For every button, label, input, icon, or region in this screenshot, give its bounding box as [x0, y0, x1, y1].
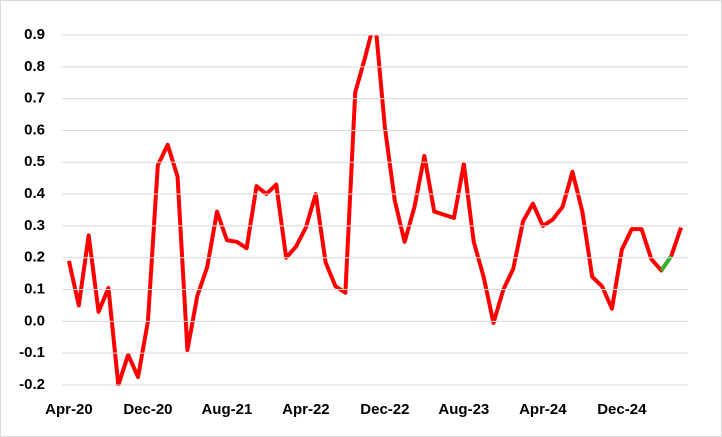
y-tick-label: -0.2	[19, 376, 45, 393]
y-tick-label: 0.3	[24, 217, 45, 234]
x-tick-label: Apr-22	[282, 401, 330, 418]
series-line	[66, 35, 683, 386]
y-tick-label: 0.5	[24, 153, 45, 170]
y-tick-label: 0.0	[24, 312, 45, 329]
x-tick-label: Dec-24	[597, 401, 647, 418]
series-line	[659, 255, 673, 272]
y-tick-label: 0.1	[24, 281, 45, 298]
x-tick-label: Dec-20	[123, 401, 172, 418]
x-tick-label: Aug-23	[438, 401, 489, 418]
x-tick-label: Aug-21	[201, 401, 252, 418]
y-tick-label: -0.1	[19, 344, 45, 361]
y-tick-label: 0.2	[24, 249, 45, 266]
y-tick-label: 0.9	[24, 26, 45, 43]
x-tick-label: Apr-20	[45, 401, 93, 418]
x-tick-label: Dec-22	[360, 401, 409, 418]
plot-area	[66, 35, 683, 386]
y-tick-label: 0.6	[24, 121, 45, 138]
y-tick-label: 0.8	[24, 58, 45, 75]
y-tick-label: 0.7	[24, 90, 45, 107]
y-tick-label: 0.4	[24, 185, 46, 202]
x-tick-label: Apr-24	[519, 401, 567, 418]
